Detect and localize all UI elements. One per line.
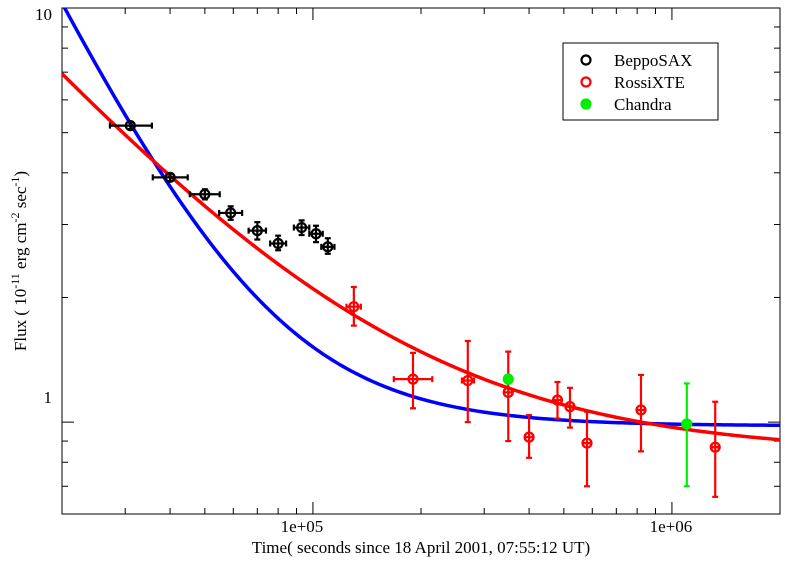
chandra-marker: [681, 418, 693, 430]
rossixte-marker: [635, 404, 647, 416]
data-points: [108, 120, 721, 498]
y-axis-title-exp1: -11: [8, 273, 22, 289]
y-axis-title-mid1: erg cm: [11, 223, 30, 274]
y-axis-title: Flux ( 10-11 erg cm-2 sec-1): [8, 171, 30, 351]
rossixte-point-5: [523, 413, 535, 459]
y-axis-title-mid2: sec: [11, 186, 30, 212]
legend-label-chandra: Chandra: [614, 95, 672, 114]
bepposax-marker: [322, 241, 334, 253]
bepposax-point-9: [320, 237, 336, 255]
rossixte-marker: [551, 394, 564, 406]
bepposax-point-5: [247, 221, 268, 241]
rossixte-point-4: [502, 350, 514, 443]
bepposax-marker: [225, 207, 237, 219]
bepposax-marker: [296, 221, 308, 234]
rossixte-point-9: [635, 373, 647, 453]
y-tick-labels: 1 10: [35, 5, 52, 407]
legend-marker-bepposax: [580, 54, 592, 66]
rossixte-marker: [348, 301, 360, 313]
bepposax-point-1: [108, 120, 154, 132]
bepposax-marker: [199, 188, 211, 200]
y-axis-title-exp3: -1: [8, 177, 22, 187]
red-fit: [62, 72, 780, 442]
bepposax-point-3: [188, 188, 221, 201]
rossixte-marker: [502, 386, 514, 398]
rossixte-marker: [523, 431, 535, 443]
fit-curves: [62, 8, 780, 442]
y-axis-title-prefix: Flux ( 10: [11, 289, 30, 351]
rossixte-point-10: [709, 400, 721, 498]
x-tick-label-1e5: 1e+05: [281, 517, 324, 536]
bepposax-marker: [164, 171, 176, 183]
legend-label-rossixte: RossiXTE: [614, 73, 685, 92]
y-tick-label-10: 10: [35, 5, 52, 24]
rossixte-marker: [462, 374, 474, 387]
x-tick-labels: 1e+05 1e+06: [281, 517, 693, 536]
rossixte-marker: [564, 401, 576, 413]
chandra-marker: [502, 373, 514, 385]
x-tick-label-1e6: 1e+06: [650, 517, 693, 536]
bepposax-marker: [124, 120, 136, 132]
rossixte-point-3: [460, 339, 476, 424]
chandra-point-2: [681, 382, 693, 488]
bepposax-marker: [310, 228, 322, 240]
rossixte-point-1: [345, 285, 362, 327]
rossixte-point-2: [392, 351, 434, 410]
bepposax-point-7: [292, 219, 311, 237]
bepposax-marker: [272, 237, 284, 250]
chandra-point-1: [502, 373, 514, 385]
legend: BeppoSAX RossiXTE Chandra: [562, 42, 719, 121]
y-axis-title-exp2: -2: [8, 213, 22, 223]
bepposax-point-8: [308, 224, 324, 244]
legend-marker-rossixte: [580, 76, 592, 88]
rossixte-marker: [407, 373, 419, 385]
y-axis-title-suffix: ): [11, 171, 30, 177]
bepposax-marker: [251, 225, 263, 237]
rossixte-marker: [581, 437, 593, 449]
rossixte-point-8: [581, 410, 593, 488]
bepposax-point-2: [151, 171, 189, 183]
x-axis-title: Time( seconds since 18 April 2001, 07:55…: [252, 538, 590, 557]
rossixte-point-7: [564, 386, 576, 429]
bepposax-point-6: [269, 234, 288, 252]
legend-marker-chandra: [580, 98, 592, 110]
rossixte-marker: [709, 441, 721, 453]
legend-label-bepposax: BeppoSAX: [614, 51, 692, 70]
axis-ticks: [61, 7, 781, 515]
bepposax-point-4: [218, 205, 244, 221]
rossixte-point-6: [551, 380, 564, 420]
y-tick-label-1: 1: [44, 388, 53, 407]
